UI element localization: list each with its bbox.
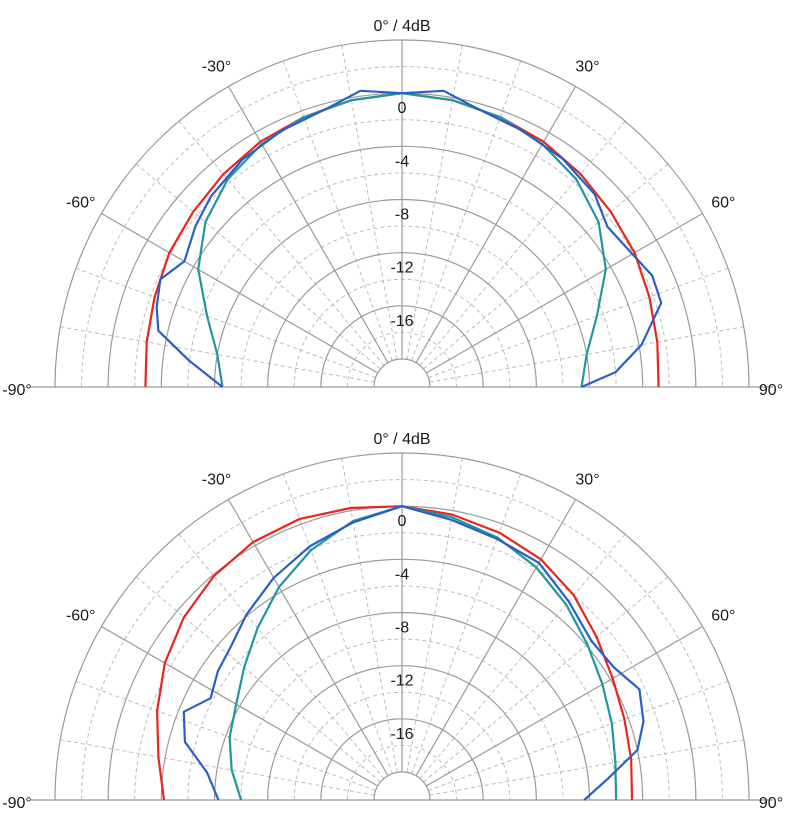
angle-tick-label: -30° bbox=[202, 472, 232, 489]
major-grid-spoke bbox=[101, 212, 379, 374]
major-grid-spoke bbox=[415, 86, 577, 364]
angle-tick-label: -90° bbox=[2, 795, 32, 812]
top-axis-label: 0° / 4dB bbox=[373, 431, 430, 448]
minor-grid-ring bbox=[134, 532, 670, 801]
major-grid-spoke bbox=[101, 625, 379, 787]
radial-tick-label: -4 bbox=[395, 153, 409, 170]
radial-tick-label: 0 bbox=[398, 100, 407, 117]
series-line-2 bbox=[228, 505, 618, 801]
angle-tick-label: 90° bbox=[759, 795, 783, 812]
major-grid-spoke bbox=[415, 499, 577, 777]
angle-tick-label: -30° bbox=[202, 59, 232, 76]
angle-tick-label: 90° bbox=[759, 382, 783, 399]
angle-tick-label: 30° bbox=[575, 59, 599, 76]
radial-tick-label: -8 bbox=[395, 620, 409, 637]
series-line-3 bbox=[182, 505, 645, 801]
angle-tick-label: -60° bbox=[66, 195, 96, 212]
angle-tick-label: 60° bbox=[711, 608, 735, 625]
radial-tick-label: -12 bbox=[390, 260, 413, 277]
major-grid-spoke bbox=[227, 86, 389, 364]
polar-chart-bottom: 0 -4 -8 -12 -16 0° / 4dB -90° -60° -30° 30° 60° 90° bbox=[2, 431, 783, 812]
major-grid-spoke bbox=[425, 625, 703, 787]
angle-tick-label: 60° bbox=[711, 195, 735, 212]
radial-tick-label: -8 bbox=[395, 207, 409, 224]
minor-grid-ring bbox=[81, 479, 723, 801]
radial-tick-label: -16 bbox=[390, 726, 413, 743]
angle-tick-label: -90° bbox=[2, 382, 32, 399]
angle-tick-label: -60° bbox=[66, 608, 96, 625]
radial-tick-label: -16 bbox=[390, 313, 413, 330]
major-grid-spoke bbox=[425, 212, 703, 374]
radial-tick-label: -12 bbox=[390, 673, 413, 690]
minor-grid-ring bbox=[81, 66, 723, 388]
polar-chart-top: 0 -4 -8 -12 -16 0° / 4dB -90° -60° -30° 30° 60° 90° bbox=[2, 18, 783, 399]
radial-tick-label: -4 bbox=[395, 566, 409, 583]
major-grid-spoke bbox=[227, 499, 389, 777]
series-line-3 bbox=[155, 89, 663, 389]
radial-tick-label: 0 bbox=[398, 513, 407, 530]
angle-tick-label: 30° bbox=[575, 472, 599, 489]
top-axis-label: 0° / 4dB bbox=[373, 18, 430, 35]
